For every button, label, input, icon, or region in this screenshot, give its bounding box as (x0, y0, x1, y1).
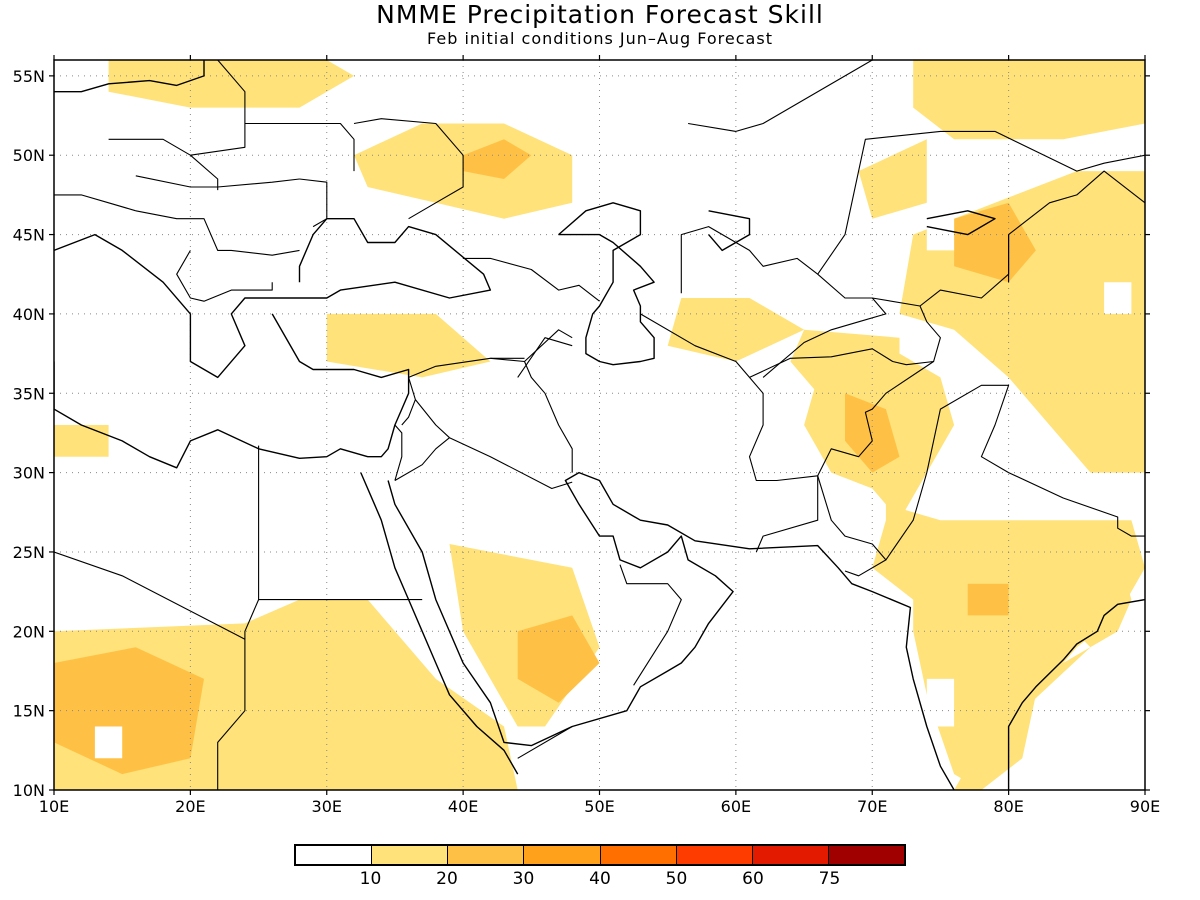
lat-tick-label: 40N (13, 305, 45, 324)
skill-region (108, 60, 354, 108)
lon-tick-label: 80E (993, 797, 1023, 816)
skill-region (517, 615, 600, 703)
legend-swatch (296, 846, 373, 864)
lon-tick-label: 50E (584, 797, 614, 816)
country-border (872, 297, 941, 362)
lon-tick-label: 30E (312, 797, 342, 816)
legend-swatch (524, 846, 601, 864)
coastline (54, 60, 205, 93)
country-border (217, 178, 300, 188)
missing-data-cell (926, 678, 955, 727)
country-border (176, 250, 273, 302)
legend-label: 60 (742, 869, 764, 889)
lon-tick-label: 40E (448, 797, 478, 816)
country-border (449, 437, 573, 490)
country-border (463, 257, 600, 302)
country-border (217, 599, 260, 790)
country-border (885, 384, 1145, 561)
coastline (558, 202, 655, 366)
skill-region (858, 139, 927, 219)
country-border (414, 399, 450, 439)
country-border (749, 348, 935, 477)
skill-region (54, 425, 109, 457)
lon-tick-label: 10E (39, 797, 69, 816)
coastline (708, 210, 751, 252)
legend-swatch (372, 846, 449, 864)
legend-label: 10 (359, 869, 382, 889)
legend-swatch (752, 846, 829, 864)
missing-data-cell (926, 218, 955, 251)
skill-region (463, 139, 532, 179)
coastline (387, 471, 955, 790)
coastline (54, 217, 492, 379)
country-border (490, 357, 573, 473)
skill-region (54, 647, 204, 775)
coastline (360, 472, 519, 775)
legend-label: 30 (512, 869, 535, 889)
legend-label: 75 (818, 869, 841, 889)
country-border (108, 138, 219, 191)
country-border (190, 123, 246, 156)
country-border (517, 337, 573, 378)
legend-swatch (828, 846, 904, 864)
missing-data-cell (1104, 282, 1132, 314)
coastline (926, 210, 996, 236)
legend-swatch (676, 846, 753, 864)
lon-tick-label: 90E (1130, 797, 1160, 816)
country-border (688, 60, 873, 132)
lat-tick-label: 35N (13, 384, 45, 403)
coastline (1007, 598, 1145, 790)
country-border (640, 313, 819, 553)
country-border (258, 445, 423, 601)
lat-tick-label: 55N (13, 67, 45, 86)
country-border (680, 226, 887, 378)
missing-data-cell (94, 726, 123, 759)
country-border (919, 234, 1010, 307)
skill-region (954, 202, 1036, 283)
skill-region (326, 313, 491, 378)
country-border (619, 564, 682, 686)
lon-tick-label: 20E (175, 797, 205, 816)
country-border (135, 210, 300, 256)
chart-subtitle: Feb initial conditions Jun–Aug Forecast (427, 29, 773, 48)
coastline (54, 313, 410, 469)
lon-tick-label: 70E (857, 797, 887, 816)
country-border (299, 178, 328, 228)
country-border (135, 175, 218, 188)
lat-tick-label: 30N (13, 464, 45, 483)
country-border (54, 551, 246, 640)
colorbar-legend (294, 844, 906, 866)
skill-region (667, 298, 805, 362)
country-border (217, 60, 246, 124)
lat-tick-label: 25N (13, 543, 45, 562)
legend-swatch (600, 846, 677, 864)
map-plot-area (54, 60, 1145, 790)
country-border (394, 437, 450, 481)
lat-tick-label: 45N (13, 226, 45, 245)
country-border (401, 357, 525, 426)
skill-region (967, 583, 1009, 616)
lon-tick-label: 60E (721, 797, 751, 816)
legend-label: 50 (665, 869, 688, 889)
legend-label: 20 (436, 869, 458, 889)
lat-tick-label: 15N (13, 702, 45, 721)
country-border (353, 118, 464, 220)
country-border (817, 475, 887, 577)
lat-tick-label: 10N (13, 781, 45, 800)
lat-tick-label: 20N (13, 622, 45, 641)
country-border (394, 424, 403, 481)
country-border (54, 194, 136, 212)
legend-label: 40 (589, 869, 611, 889)
country-border (817, 130, 1145, 275)
legend-swatch (448, 846, 525, 864)
chart-title: NMME Precipitation Forecast Skill (376, 0, 824, 29)
lat-tick-label: 50N (13, 146, 45, 165)
country-border (244, 122, 355, 172)
country-border (517, 726, 573, 759)
skill-region (913, 60, 1145, 140)
skill-region (790, 329, 900, 394)
